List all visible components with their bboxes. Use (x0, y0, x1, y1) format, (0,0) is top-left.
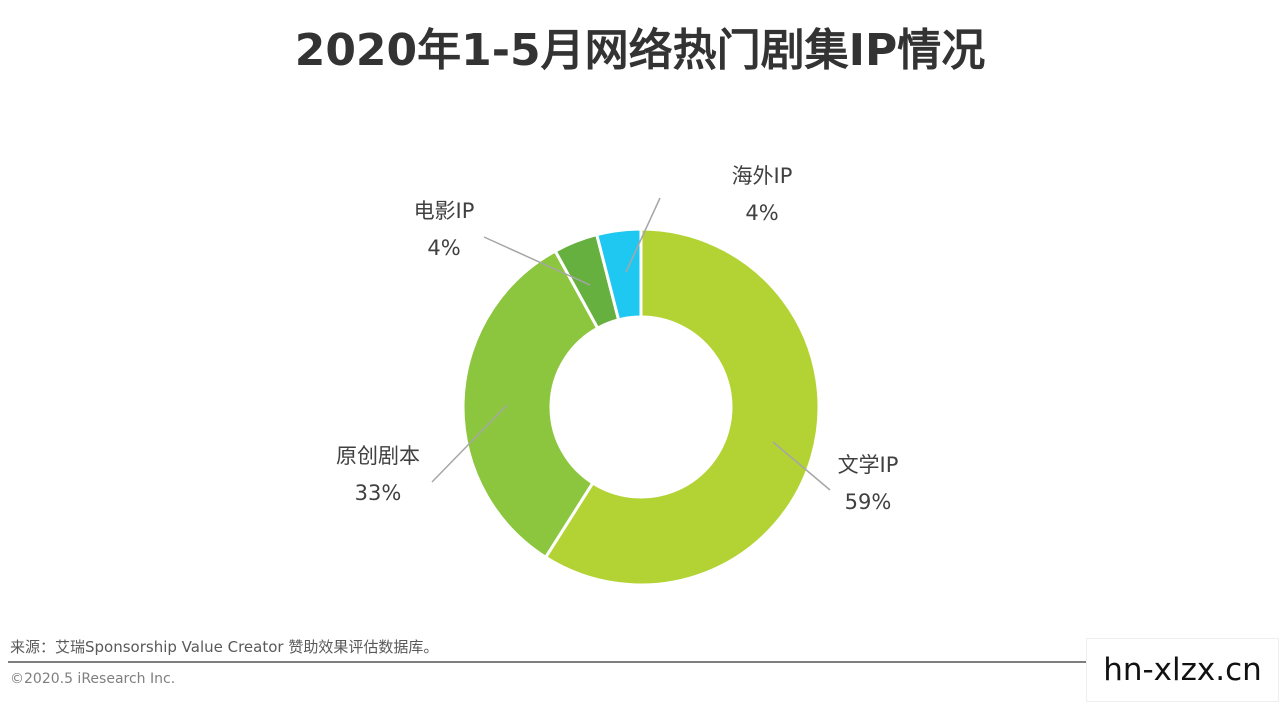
slice-label-2: 电影IP (414, 199, 475, 223)
slice-label-0: 文学IP (838, 453, 899, 477)
slice-label-1: 原创剧本 (336, 444, 420, 468)
footer-divider (8, 661, 1088, 663)
donut-slice-0 (543, 227, 821, 587)
slice-value-2: 4% (427, 236, 460, 260)
leader-line-1 (431, 404, 508, 483)
copyright-note: ©2020.5 iResearch Inc. (10, 671, 176, 687)
slice-value-1: 33% (355, 481, 402, 505)
slice-value-3: 4% (745, 201, 778, 225)
chart-title: 2020年1-5月网络热门剧集IP情况 (294, 25, 986, 76)
donut-slice-3 (594, 227, 643, 322)
slice-label-3: 海外IP (732, 164, 793, 188)
watermark-label: hn-xlzx.cn (1086, 638, 1279, 702)
source-note: 来源：艾瑞Sponsorship Value Creator 赞助效果评估数据库… (10, 638, 439, 656)
leader-line-3 (625, 197, 661, 273)
leader-line-0 (772, 441, 831, 491)
slice-value-0: 59% (845, 490, 892, 514)
donut-slice-1 (461, 248, 600, 560)
leader-line-2 (483, 236, 591, 286)
